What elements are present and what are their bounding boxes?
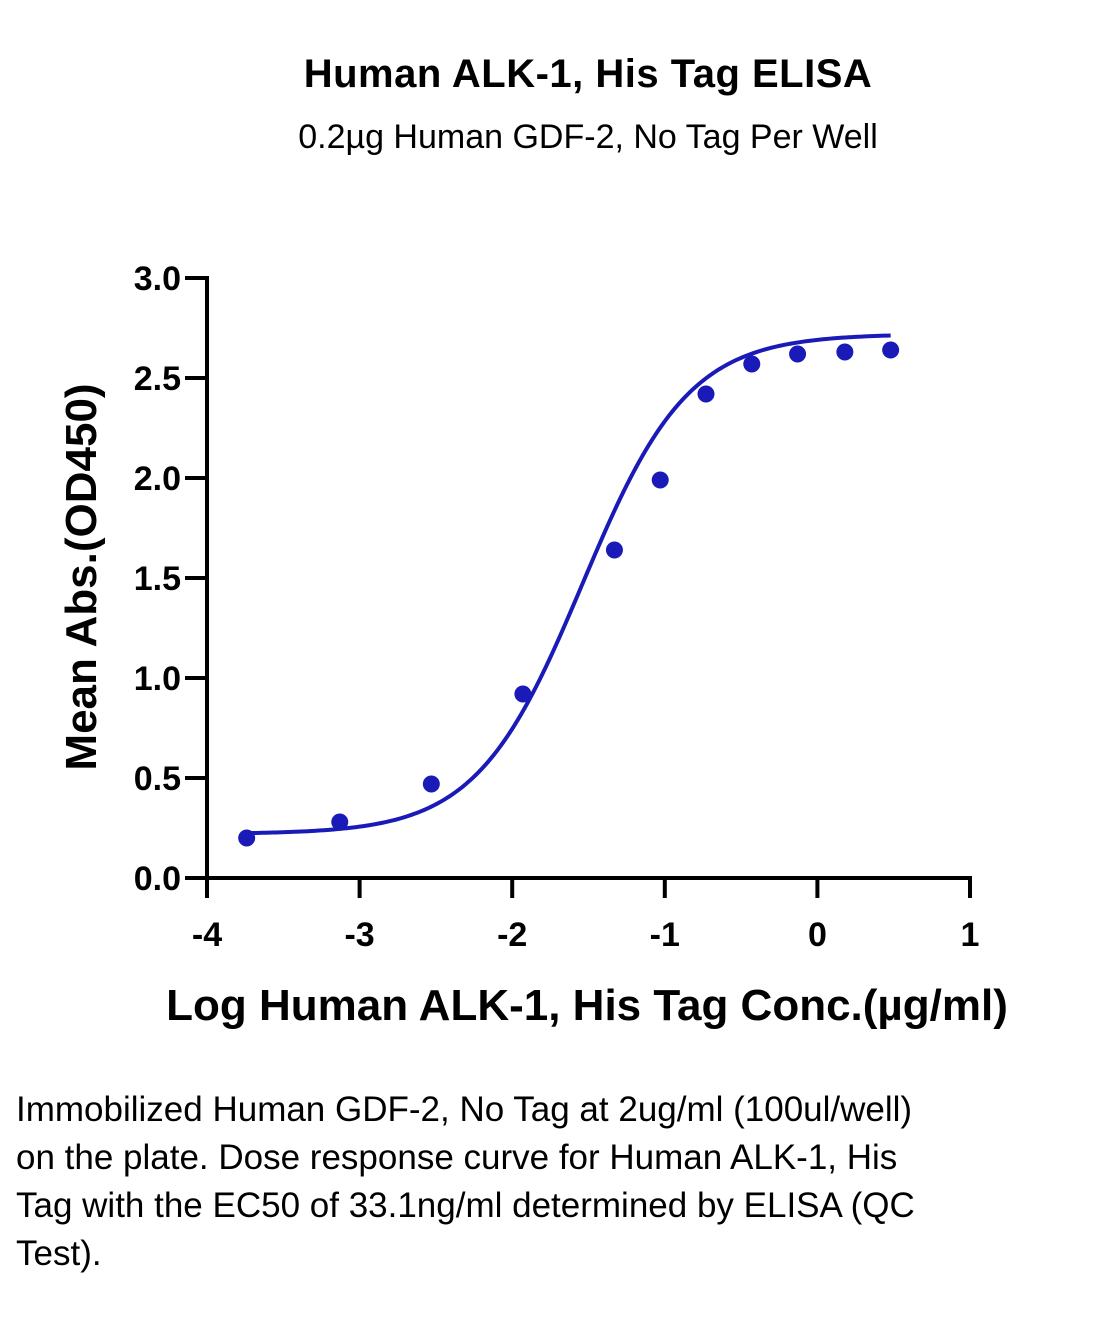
elisa-chart: 0.0 0.5 1.0 1.5 2.0 2.5 3.0 -4 -3 -2 -1 0 1 Mean Abs… — [57, 260, 1008, 1030]
data-point — [422, 775, 440, 793]
axes — [205, 276, 972, 880]
fit-curve-layer — [246, 333, 891, 836]
y-tick-label: 2.0 — [134, 460, 181, 498]
x-tick-label: -1 — [650, 916, 680, 954]
y-tick-label: 2.5 — [134, 360, 181, 398]
chart-subtitle: 0.2µg Human GDF-2, No Tag Per Well — [298, 118, 878, 156]
x-axis-title: Log Human ALK-1, His Tag Conc.(µg/ml) — [166, 981, 1008, 1030]
y-tick-label: 1.5 — [134, 560, 181, 598]
data-point — [514, 685, 532, 703]
data-point — [882, 341, 900, 359]
data-points-layer — [238, 341, 900, 847]
x-tick-label: 1 — [961, 916, 980, 954]
x-tick-label: 0 — [808, 916, 827, 954]
data-point — [605, 541, 623, 559]
y-tick-label: 3.0 — [134, 260, 181, 298]
data-point — [651, 471, 669, 489]
data-point — [743, 355, 761, 373]
chart-title: Human ALK-1, His Tag ELISA — [303, 52, 873, 96]
data-point — [697, 385, 715, 403]
x-tick-label: -2 — [497, 916, 527, 954]
y-tick-label: 0.5 — [134, 760, 181, 798]
y-tick-label: 0.0 — [134, 860, 181, 898]
data-point — [238, 829, 256, 847]
data-point — [789, 345, 807, 363]
figure-caption: Immobilized Human GDF-2, No Tag at 2ug/m… — [16, 1090, 915, 1273]
y-axis-title: Mean Abs.(OD450) — [57, 383, 106, 770]
x-tick-label: -3 — [344, 916, 374, 954]
tick-labels: 0.0 0.5 1.0 1.5 2.0 2.5 3.0 -4 -3 -2 -1 0 1 — [134, 260, 980, 954]
data-point — [836, 343, 854, 361]
x-tick-label: -4 — [192, 916, 222, 954]
y-tick-label: 1.0 — [134, 660, 181, 698]
fit-curve — [246, 333, 891, 836]
data-point — [331, 813, 349, 831]
tick-marks — [185, 276, 972, 898]
